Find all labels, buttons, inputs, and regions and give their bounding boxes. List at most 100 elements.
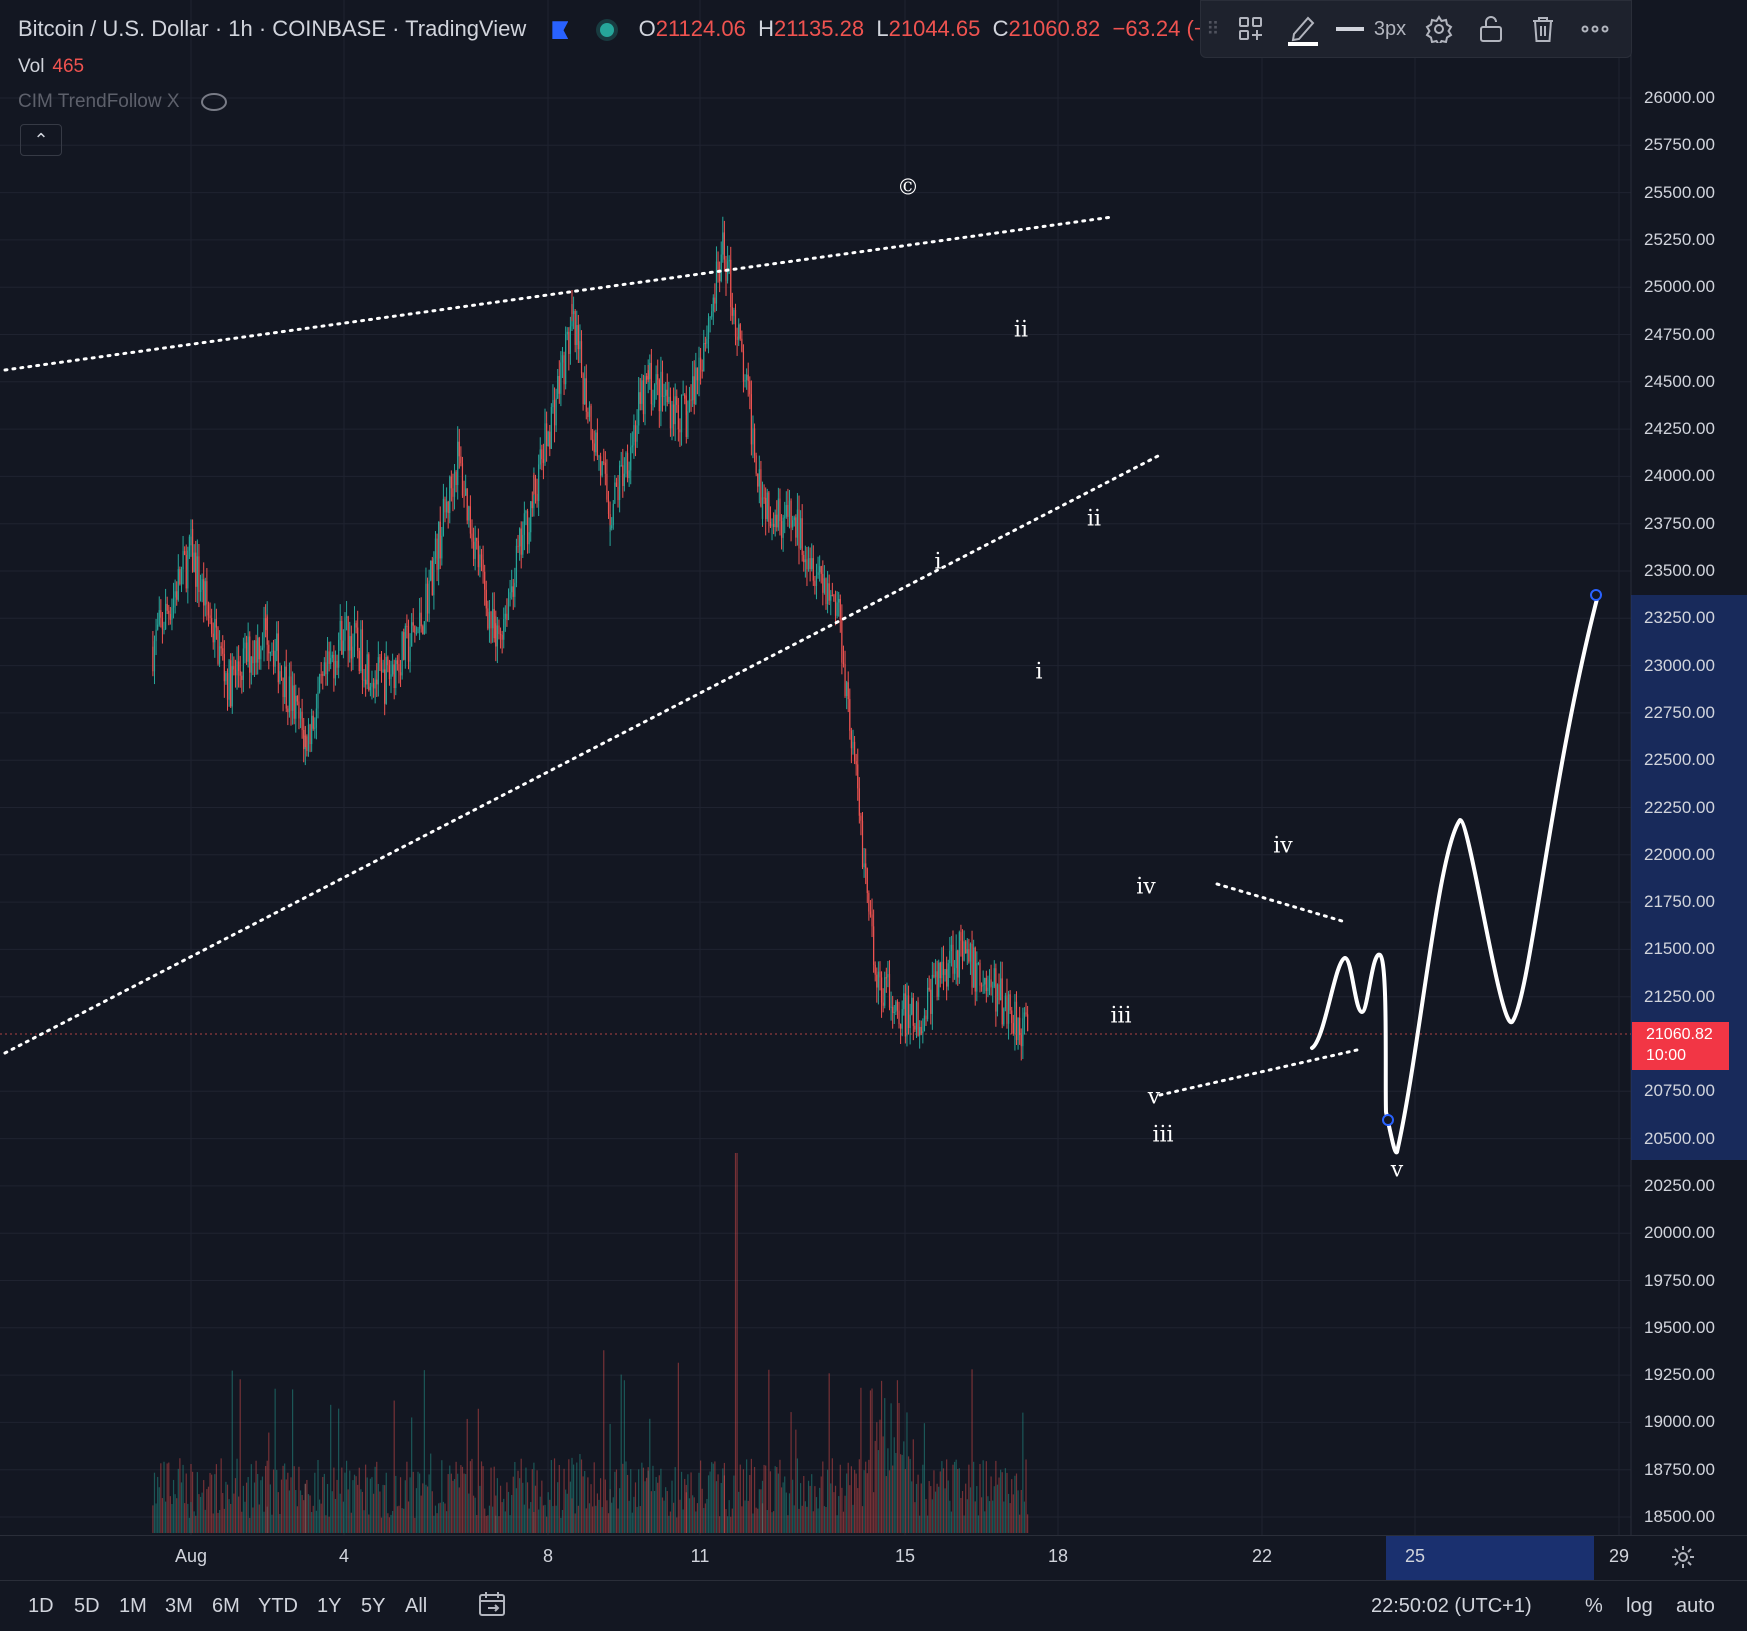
volume-bar [523,1504,525,1533]
volume-bar [750,1458,752,1533]
volume-bar [788,1493,791,1533]
candle-body [907,995,910,1029]
candle-body [506,613,508,621]
volume-bar [466,1418,468,1533]
volume-bar [909,1458,911,1533]
volume-bar [606,1500,608,1533]
range-button-1d[interactable]: 1D [28,1595,54,1617]
volume-bar [676,1517,678,1533]
log-toggle[interactable]: log [1626,1595,1653,1617]
volume-bar [723,1462,725,1533]
price-tick-label: 19000.00 [1644,1412,1715,1432]
volume-bar [825,1506,827,1533]
candle-body [682,394,684,396]
volume-bar [485,1515,487,1533]
volume-bar [323,1473,325,1533]
range-button-3m[interactable]: 3M [165,1595,193,1617]
volume-bar [366,1477,368,1533]
volume-bar [990,1476,992,1533]
volume-bar [265,1466,267,1533]
candle-body [888,974,891,1008]
candle-body [763,497,765,499]
time-axis[interactable]: Aug 4 8 11 15 18 22 25 29 [0,1535,1747,1581]
more-icon[interactable] [1569,1,1621,57]
candle-body [442,498,445,536]
candle-body [307,724,310,751]
candle-body [790,500,792,528]
candle-body [252,656,254,664]
volume-bar [158,1487,160,1533]
candle-body [523,513,525,535]
candle-body [479,554,481,568]
range-button-ytd[interactable]: YTD [258,1595,298,1617]
volume-bar [161,1498,164,1533]
candle-body [271,650,273,653]
volume-bar [647,1470,649,1533]
percent-toggle[interactable]: % [1585,1595,1603,1617]
settings-icon[interactable] [1413,1,1465,57]
hidden-eye-icon[interactable] [200,92,227,111]
candle-body [742,351,745,382]
volume-legend[interactable]: Vol 465 [18,56,85,77]
layout-icon[interactable] [1225,1,1277,57]
volume-bar [272,1469,275,1533]
candle-body [576,325,578,345]
volume-bar [318,1499,321,1533]
price-axis[interactable]: 26000.00 25750.00 25500.00 25250.00 25000.00… [1631,0,1747,1535]
candle-body [303,729,305,750]
volume-bar [607,1513,610,1533]
range-button-1m[interactable]: 1M [119,1595,147,1617]
range-button-6m[interactable]: 6M [212,1595,240,1617]
volume-bar [707,1475,710,1533]
projection-anchor-end[interactable] [1590,589,1602,601]
projection-anchor-low[interactable] [1382,1114,1394,1126]
candle-body [553,399,556,426]
grip-icon[interactable]: ⠿ [1206,18,1220,39]
volume-bar [539,1496,541,1533]
candle-body [1003,1008,1005,1025]
line-width-button[interactable]: 3px [1329,1,1413,57]
lock-icon[interactable] [1465,1,1517,57]
volume-bar [484,1508,486,1533]
date-range-icon[interactable] [478,1591,506,1623]
range-button-5d[interactable]: 5D [74,1595,100,1617]
volume-bar [882,1436,884,1533]
range-button-all[interactable]: All [405,1595,428,1617]
candle-body [604,462,606,474]
auto-toggle[interactable]: auto [1676,1595,1715,1617]
trash-icon[interactable] [1517,1,1569,57]
volume-bar [404,1480,406,1533]
volume-bar [309,1495,311,1533]
pencil-icon[interactable] [1277,1,1329,57]
candle-body [955,950,957,969]
clock-readout[interactable]: 22:50:02 (UTC+1) [1371,1595,1532,1617]
volume-bar [753,1466,756,1533]
volume-bar [722,1468,724,1533]
range-button-1y[interactable]: 1Y [317,1595,342,1617]
volume-bar [384,1485,386,1533]
collapse-legend-button[interactable]: ⌃ [20,124,62,156]
candle-body [1019,1017,1021,1036]
axis-settings-icon[interactable] [1670,1544,1696,1575]
candle-body [201,579,203,590]
volume-bar [198,1494,200,1533]
candle-body [744,380,746,382]
volume-bar [917,1474,919,1533]
indicator-legend[interactable]: CIM TrendFollow X [18,91,227,113]
symbol-title[interactable]: Bitcoin / U.S. Dollar · 1h · COINBASE · … [18,16,527,41]
candle-body [504,613,506,620]
volume-bar [461,1466,464,1533]
range-button-5y[interactable]: 5Y [361,1595,386,1617]
candle-body [242,648,244,681]
volume-bar [884,1398,886,1533]
symbol-legend[interactable]: Bitcoin / U.S. Dollar · 1h · COINBASE · … [18,16,1269,42]
candle-body [660,371,662,412]
candle-body [582,373,584,405]
volume-bar [385,1472,387,1533]
price-tick-label: 20750.00 [1644,1081,1715,1101]
candle-body [939,962,941,979]
candle-body [487,608,489,629]
flag-icon[interactable] [552,21,569,40]
projection-path[interactable] [1310,593,1600,1155]
